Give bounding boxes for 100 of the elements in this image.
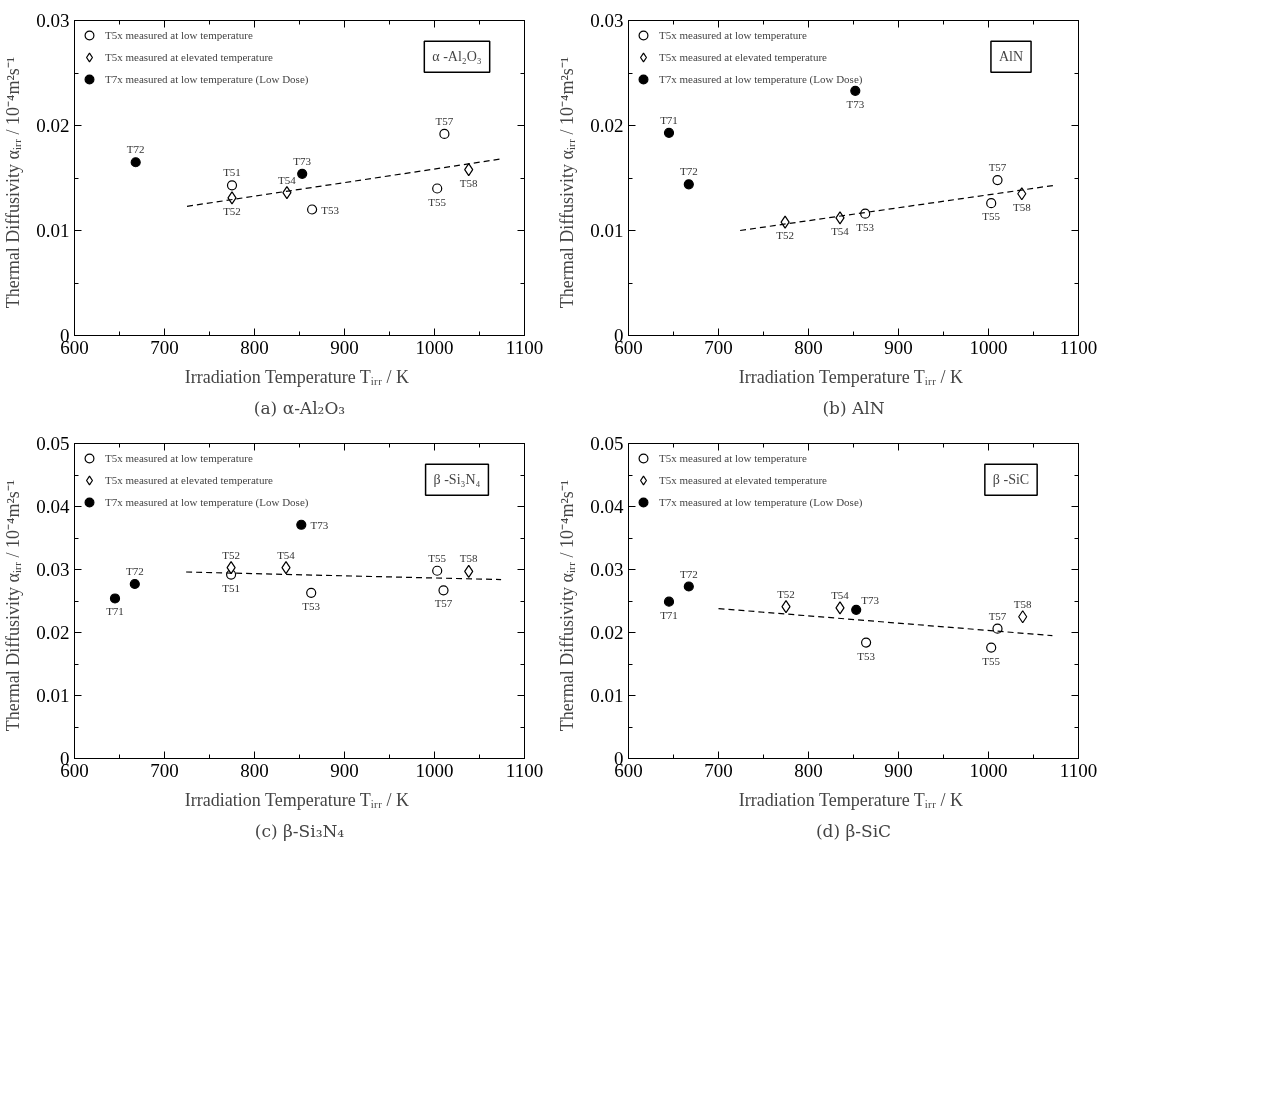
annotation: T52 (223, 204, 241, 217)
x-tick-label: 900 (884, 336, 913, 358)
x-tick-label: 800 (240, 336, 269, 358)
y-tick-label: 0.01 (590, 220, 624, 241)
y-tick-label: 0.05 (590, 433, 624, 454)
x-axis-title: Irradiation Temperature Tᵢᵣᵣ / K (738, 789, 964, 810)
y-tick-label: 0.03 (36, 10, 70, 31)
legend-label: T7x measured at low temperature (Low Dose) (659, 72, 863, 86)
y-tick-label: 0.01 (36, 220, 70, 241)
y-tick-label: 0.01 (36, 685, 70, 706)
x-tick-label: 700 (150, 759, 179, 781)
y-axis-title: Thermal Diffusivity αᵢᵣᵣ / 10⁻⁴m²s⁻¹ (557, 56, 578, 309)
annotation: T72 (125, 564, 144, 577)
annotation: T58 (459, 176, 479, 189)
annotation: T73 (310, 518, 329, 531)
annotation: T53 (856, 220, 875, 233)
annotation: T54 (278, 173, 297, 186)
annotation: T54 (831, 588, 850, 601)
y-tick-label: 0.04 (36, 496, 70, 517)
y-axis-title: Thermal Diffusivity αᵢᵣᵣ / 10⁻⁴m²s⁻¹ (3, 56, 24, 309)
annotation: T57 (988, 609, 1007, 622)
annotation: T71 (660, 608, 678, 621)
annotation: T57 (434, 597, 453, 610)
annotation: T55 (428, 195, 447, 208)
annotation: T71 (660, 113, 678, 126)
y-tick-label: 0.04 (590, 496, 624, 517)
y-tick-label: 0.01 (590, 685, 624, 706)
annotation: β -SiC (992, 472, 1030, 488)
x-tick-label: 1100 (1059, 336, 1098, 358)
y-axis-title: Thermal Diffusivity αᵢᵣᵣ / 10⁻⁴m²s⁻¹ (557, 479, 578, 732)
annotation: T72 (679, 567, 698, 580)
y-tick-label: 0.03 (590, 10, 624, 31)
y-axis-title: Thermal Diffusivity αᵢᵣᵣ / 10⁻⁴m²s⁻¹ (3, 479, 24, 732)
legend-label: T5x measured at elevated temperature (105, 473, 273, 487)
annotation: T55 (982, 210, 1001, 223)
x-tick-label: 1000 (415, 336, 454, 358)
annotation: AlN (998, 49, 1024, 65)
text: (d) β-SiC (815, 820, 892, 841)
annotation: α -Al₂O₃ (432, 49, 482, 65)
annotation: β -Si₃N₄ (433, 472, 481, 488)
x-tick-label: 800 (794, 336, 823, 358)
annotation: T53 (302, 599, 321, 612)
annotation: T51 (222, 581, 240, 594)
annotation: T53 (321, 203, 340, 216)
annotation: T52 (222, 548, 240, 561)
x-tick-label: 900 (884, 759, 913, 781)
y-tick-label: 0.02 (36, 622, 70, 643)
x-tick-label: 1100 (505, 336, 544, 358)
annotation: T57 (988, 161, 1007, 174)
text: (b) AlN (822, 397, 885, 418)
x-tick-label: 800 (240, 759, 269, 781)
x-tick-label: 1000 (969, 759, 1008, 781)
legend-label: T5x measured at elevated temperature (659, 473, 827, 487)
annotation: T58 (459, 552, 479, 565)
y-tick-label: 0.03 (36, 559, 70, 580)
annotation: T73 (293, 154, 312, 167)
annotation: T51 (223, 166, 241, 179)
legend-label: T5x measured at low temperature (105, 451, 253, 465)
legend-label: T7x measured at low temperature (Low Dose) (105, 495, 309, 509)
legend-label: T5x measured at low temperature (659, 28, 807, 42)
annotation: T55 (428, 551, 447, 564)
x-axis-title: Irradiation Temperature Tᵢᵣᵣ / K (184, 366, 410, 387)
text: (c) β-Si₃N₄ (254, 820, 345, 841)
annotation: T58 (1013, 597, 1033, 610)
legend-label: T5x measured at low temperature (105, 28, 253, 42)
y-tick-label: 0.02 (36, 115, 70, 136)
annotation: T55 (982, 654, 1001, 667)
annotation: T72 (126, 143, 145, 156)
x-tick-label: 700 (150, 336, 179, 358)
legend-label: T5x measured at elevated temperature (659, 50, 827, 64)
x-axis-title: Irradiation Temperature Tᵢᵣᵣ / K (184, 789, 410, 810)
annotation: T52 (777, 587, 795, 600)
legend-label: T7x measured at low temperature (Low Dose) (659, 495, 863, 509)
y-tick-label: 0.05 (36, 433, 70, 454)
annotation: T73 (861, 593, 880, 606)
x-tick-label: 1000 (415, 759, 454, 781)
x-tick-label: 1100 (1059, 759, 1098, 781)
x-tick-label: 900 (330, 336, 359, 358)
x-tick-label: 700 (704, 336, 733, 358)
x-tick-label: 1100 (505, 759, 544, 781)
legend-label: T7x measured at low temperature (Low Dose) (105, 72, 309, 86)
annotation: T58 (1012, 200, 1032, 213)
annotation: T54 (277, 548, 296, 561)
x-axis-title: Irradiation Temperature Tᵢᵣᵣ / K (738, 366, 964, 387)
x-tick-label: 700 (704, 759, 733, 781)
annotation: T52 (776, 229, 794, 242)
annotation: T72 (679, 165, 698, 178)
y-tick-label: 0.02 (590, 622, 624, 643)
x-tick-label: 1000 (969, 336, 1008, 358)
legend-label: T5x measured at elevated temperature (105, 50, 273, 64)
x-tick-label: 800 (794, 759, 823, 781)
x-tick-label: 900 (330, 759, 359, 781)
annotation: T73 (846, 97, 865, 110)
text: (a) α-Al₂O₃ (253, 397, 346, 418)
legend-label: T5x measured at low temperature (659, 451, 807, 465)
y-tick-label: 0.03 (590, 559, 624, 580)
annotation: T71 (106, 605, 124, 618)
y-tick-label: 0.02 (590, 115, 624, 136)
annotation: T54 (831, 224, 850, 237)
annotation: T53 (857, 649, 876, 662)
